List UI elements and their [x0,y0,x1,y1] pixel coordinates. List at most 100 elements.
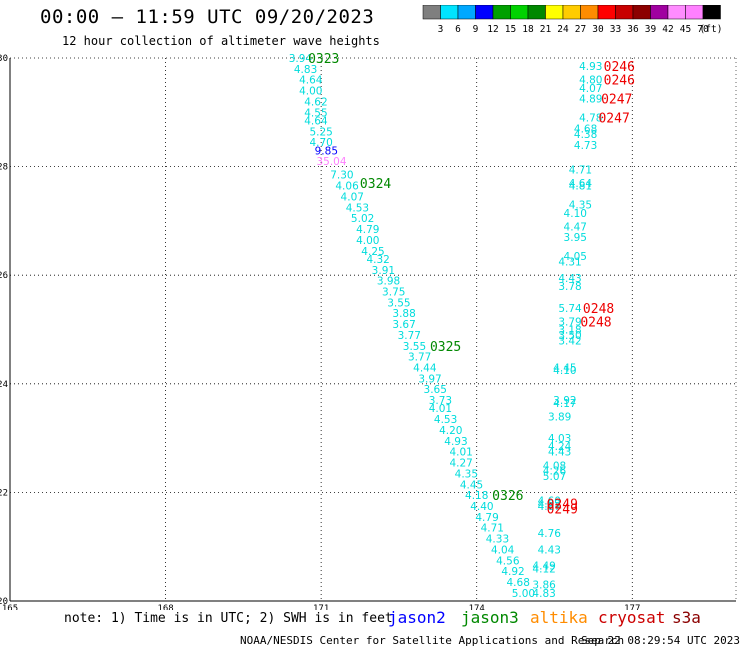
swh-value-label: 4.68 [574,124,597,136]
pass-time-label: 0326 [492,489,523,504]
swh-value-label: 4.89 [579,94,602,106]
swh-value-label: 4.33 [486,534,509,546]
colorbar-label: 36 [627,24,639,35]
swh-value-label: 4.56 [496,555,520,567]
swh-value-label: 3.50 [558,330,581,342]
swh-value-label: 4.35 [455,468,478,480]
swh-value-label: 4.73 [574,140,597,152]
colorbar-label: 6 [455,24,461,35]
swh-value-label: 7.30 [330,170,353,182]
chart-title: 00:00 – 11:59 UTC 09/20/2023 [40,6,375,28]
colorbar-label: 70 [697,24,709,35]
chart-subtitle: 12 hour collection of altimeter wave hei… [62,34,380,48]
y-tick-label: 24 [0,380,8,390]
swh-value-label: 3.42 [558,335,581,347]
swh-value-label: 9.85 [315,145,338,157]
swh-value-label: 4.71 [569,164,592,176]
swh-value-label: 3.55 [387,297,410,309]
swh-value-label: 35.04 [316,156,346,168]
swh-value-label: 3.97 [418,373,441,385]
swh-value-label: 4.45 [553,363,576,375]
pass-time-label: 0248 [580,315,611,330]
swh-value-label: 4.43 [548,447,571,459]
swh-value-label: 5.02 [351,213,374,225]
swh-value-label: 3.86 [532,580,556,592]
x-tick-label: 165 [2,604,18,610]
colorbar-label: 27 [575,24,586,35]
pass-time-label: 0325 [430,340,461,355]
x-tick-label: 177 [624,604,640,610]
swh-value-label: 4.64 [304,115,328,127]
swh-value-label: 4.76 [538,528,562,540]
swh-value-label: 3.78 [558,281,581,293]
pass-time-label: 0247 [598,112,629,127]
colorbar: 3 6 9 12 15 18 21 24 27 30 33 36 39 42 45 70(ft) [422,5,722,35]
legend-jason2: jason2 [388,608,446,627]
swh-value-label: 4.70 [309,137,332,149]
swh-value-label: 4.24 [548,441,572,453]
swh-value-label: 4.80 [579,75,602,87]
map-plot: 1651681711741772022242628303.944.834.644… [0,52,737,610]
swh-value-label: 3.67 [392,319,415,331]
swh-value-label: 4.01 [429,403,452,415]
swh-value-label: 4.25 [361,246,384,258]
swh-value-label: 4.43 [538,544,561,556]
swh-value-label: 4.79 [475,512,498,524]
swh-value-label: 4.17 [553,398,576,410]
y-tick-label: 26 [0,271,8,281]
swh-value-label: 4.71 [481,523,504,535]
legend-altika: altika [530,608,588,627]
legend-jason3: jason3 [461,608,519,627]
y-tick-label: 22 [0,488,8,498]
swh-value-label: 4.44 [413,363,437,375]
swh-value-label: 4.47 [564,221,587,233]
swh-value-label: 4.64 [299,75,323,87]
swh-value-label: 4.83 [532,588,555,600]
swh-value-label: 4.00 [356,235,379,247]
y-tick-label: 20 [0,597,8,607]
colorbar-label: 15 [505,24,516,35]
pass-time-label: 0248 [583,302,614,317]
swh-value-label: 4.06 [335,181,359,193]
swh-value-label: 3.18 [558,325,581,337]
pass-time-label: 0246 [604,74,635,89]
pass-time-label: 0247 [601,93,632,108]
footnote: note: 1) Time is in UTC; 2) SWH is in fe… [64,611,393,626]
x-tick-label: 168 [157,604,173,610]
swh-value-label: 3.65 [424,384,447,396]
swh-value-label: 4.78 [579,113,602,125]
swh-value-label: 4.82 [538,498,561,510]
swh-value-label: 3.91 [372,265,395,277]
x-tick-label: 174 [469,604,485,610]
swh-value-label: 4.45 [460,479,483,491]
swh-value-label: 4.79 [356,224,379,236]
swh-value-label: 4.49 [532,561,555,573]
swh-value-label: 4.83 [294,64,317,76]
swh-value-label: 3.79 [558,316,581,328]
swh-value-label: 4.53 [434,414,457,426]
swh-value-label: 4.05 [564,251,587,263]
swh-value-label: 4.10 [553,365,576,377]
swh-value-label: 4.03 [548,433,571,445]
swh-value-label: 4.55 [304,107,327,119]
swh-value-label: 4.81 [569,181,592,193]
swh-value-label: 5.25 [309,126,332,138]
swh-value-label: 4.38 [574,129,597,141]
swh-value-label: 4.53 [346,202,369,214]
legend-cryosat: cryosat [598,608,666,627]
swh-value-label: 4.93 [579,61,602,73]
pass-time-label: 0324 [360,177,391,192]
colorbar-label: 45 [680,24,691,35]
swh-value-label: 3.88 [392,308,415,320]
swh-value-label: 4.12 [532,563,555,575]
swh-value-label: 3.75 [382,286,405,298]
colorbar-label: 12 [487,24,498,35]
swh-value-label: 4.87 [538,501,561,513]
swh-value-label: 3.94 [289,53,313,65]
pass-time-label: 0249 [547,503,578,518]
colorbar-label: 3 [438,24,444,35]
colorbar-label: 9 [473,24,479,35]
swh-value-label: 4.26 [543,466,567,478]
colorbar-label: 24 [557,24,569,35]
swh-value-label: 4.00 [299,86,322,98]
